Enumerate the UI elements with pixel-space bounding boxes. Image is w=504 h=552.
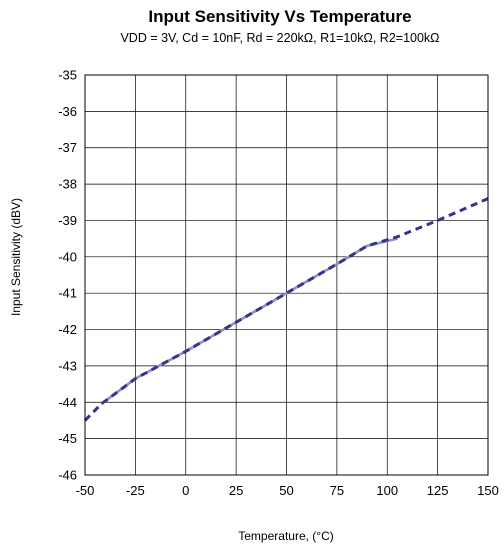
y-axis-label: Input Sensitivity (dBV) <box>9 198 23 316</box>
grid-lines <box>84 74 489 476</box>
series-group <box>83 197 489 422</box>
chart-subtitle: VDD = 3V, Cd = 10nF, Rd = 220kΩ, R1=10kΩ… <box>120 31 439 45</box>
y-tick-label: -40 <box>58 249 77 264</box>
y-tick-label: -44 <box>58 395 77 410</box>
y-tick-label: -39 <box>58 213 77 228</box>
x-tick-label: 75 <box>330 483 344 498</box>
y-tick-label: -37 <box>58 140 77 155</box>
y-tick-label: -46 <box>58 468 77 483</box>
y-tick-label: -38 <box>58 177 77 192</box>
x-tick-label: 100 <box>376 483 398 498</box>
plot-border <box>84 74 489 476</box>
y-tick-labels: -35 -36 -37 -38 -39 -40 -41 -42 -43 -44 -45 -46 <box>58 68 77 483</box>
x-tick-labels: -50 -25 0 25 50 75 100 125 150 <box>76 483 499 498</box>
y-tick-label: -42 <box>58 322 77 337</box>
x-tick-label: 25 <box>229 483 243 498</box>
x-axis-label: Temperature, (°C) <box>238 529 334 543</box>
x-tick-label: -50 <box>76 483 95 498</box>
chart-title: Input Sensitivity Vs Temperature <box>148 7 411 26</box>
x-tick-label: 50 <box>279 483 293 498</box>
x-tick-label: -25 <box>126 483 145 498</box>
y-tick-label: -35 <box>58 68 77 83</box>
dashed-series-line <box>83 197 489 422</box>
y-tick-label: -45 <box>58 431 77 446</box>
x-tick-label: 125 <box>427 483 449 498</box>
y-tick-label: -41 <box>58 286 77 301</box>
x-tick-label: 150 <box>477 483 499 498</box>
y-tick-label: -43 <box>58 358 77 373</box>
x-tick-label: 0 <box>182 483 189 498</box>
y-tick-label: -36 <box>58 104 77 119</box>
